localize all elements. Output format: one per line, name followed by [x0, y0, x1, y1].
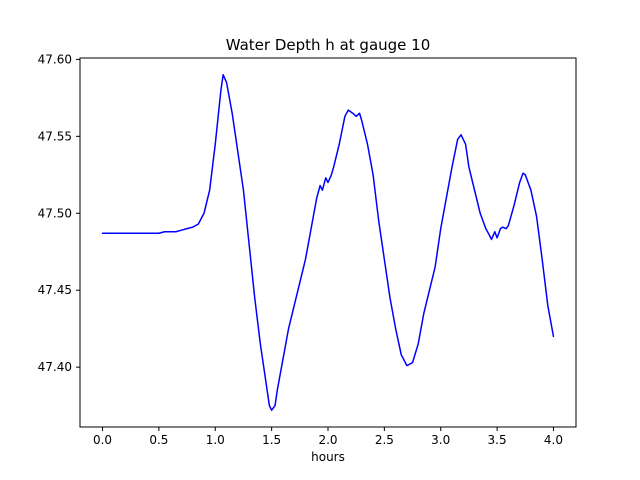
axes-spines — [79, 57, 577, 428]
x-tick-label: 1.5 — [262, 433, 281, 447]
y-tick-label: 47.60 — [38, 52, 72, 66]
y-tick-label: 47.50 — [38, 206, 72, 220]
x-tick-label: 2.0 — [318, 433, 337, 447]
x-tick-label: 3.5 — [488, 433, 507, 447]
x-tick-label: 1.0 — [206, 433, 225, 447]
x-tick-label: 0.0 — [93, 433, 112, 447]
y-tick-label: 47.45 — [38, 283, 72, 297]
x-axis-label: hours — [311, 450, 345, 464]
x-tick-label: 0.5 — [149, 433, 168, 447]
y-tick-label: 47.55 — [38, 129, 72, 143]
x-tick-label: 3.0 — [431, 433, 450, 447]
data-line — [101, 74, 555, 411]
x-tick-label: 4.0 — [544, 433, 563, 447]
x-tick-label: 2.5 — [375, 433, 394, 447]
y-tick-label: 47.40 — [38, 360, 72, 374]
chart-title: Water Depth h at gauge 10 — [225, 36, 431, 54]
